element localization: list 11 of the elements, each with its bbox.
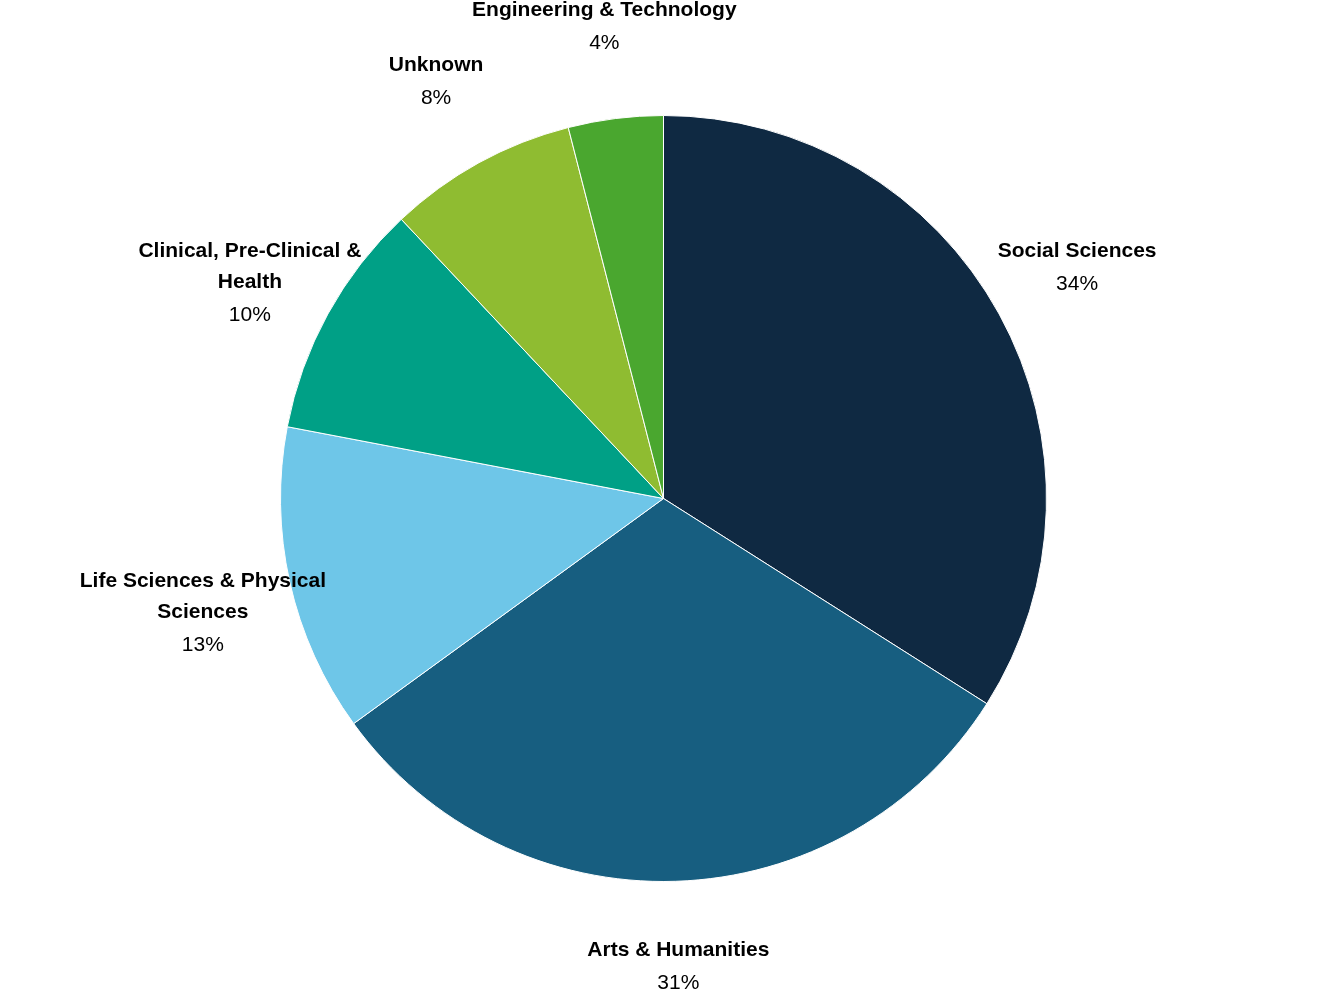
slice-label: Clinical, Pre-Clinical & Health: [138, 238, 362, 293]
data-label: 8%: [420, 84, 452, 108]
data-label: 31%: [657, 970, 700, 994]
slice-label: Unknown: [388, 51, 484, 75]
data-label: 34%: [1056, 271, 1099, 295]
data-label: 4%: [589, 30, 620, 54]
slice-label: Arts & Humanities: [587, 937, 770, 961]
slice-label: Social Sciences: [997, 238, 1157, 262]
slice-label: Engineering & Technology: [472, 0, 737, 21]
data-label: 10%: [228, 302, 271, 326]
data-label: 13%: [181, 632, 224, 656]
